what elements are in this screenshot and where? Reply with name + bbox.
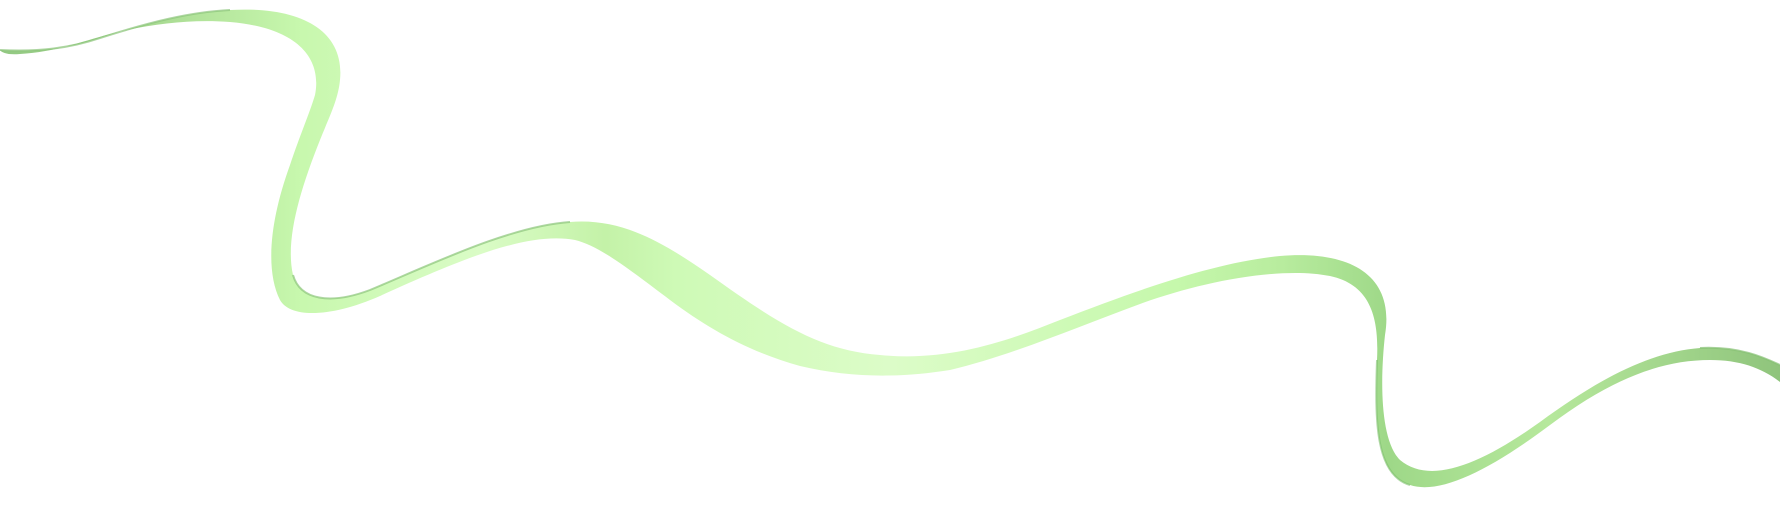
ribbon-edge-top-left xyxy=(0,9,231,52)
ribbon-edge-right-end xyxy=(1699,346,1780,366)
ribbon-edge-left-loop xyxy=(292,221,571,300)
ribbon-band xyxy=(0,9,1780,488)
ribbon-edge-right-loop xyxy=(1375,359,1411,486)
